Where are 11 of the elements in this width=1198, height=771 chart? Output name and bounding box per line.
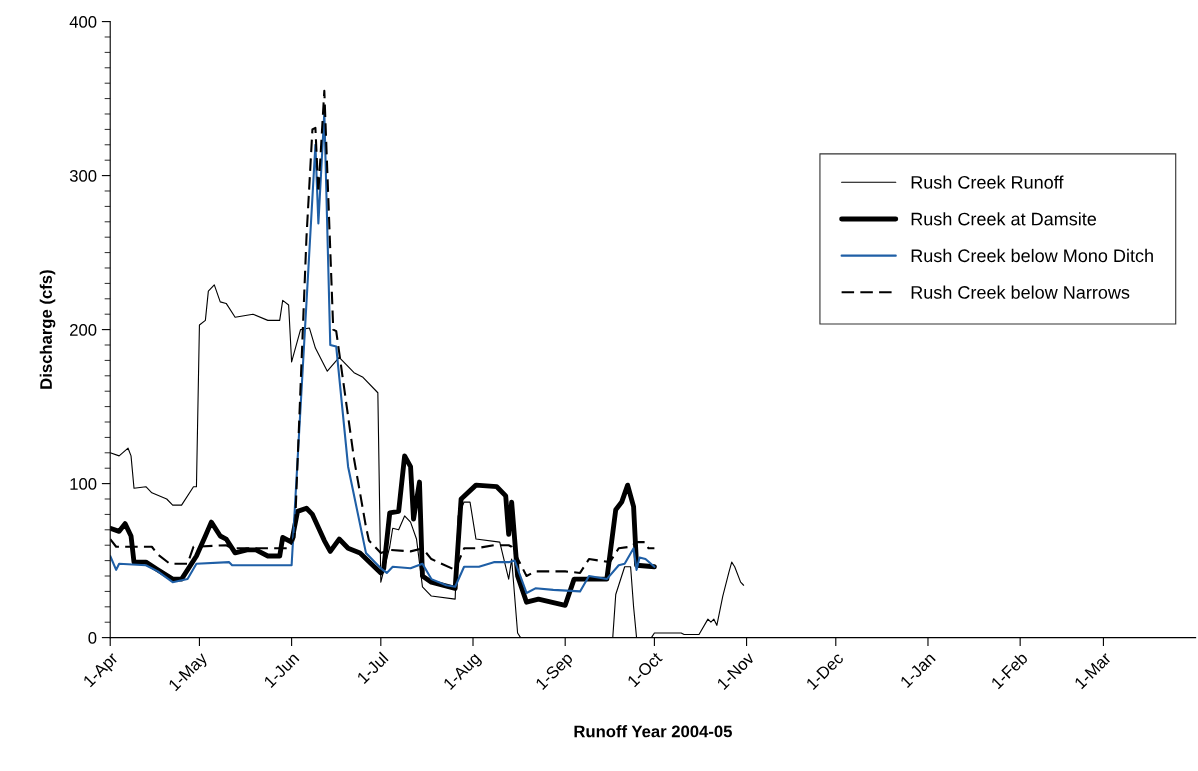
y-tick-label: 400 — [69, 15, 97, 28]
y-tick-label: 0 — [88, 632, 97, 644]
legend-label: Rush Creek below Narrows — [911, 285, 1130, 299]
y-axis-title: Discharge (cfs) — [39, 270, 56, 389]
x-axis-title: Runoff Year 2004-05 — [574, 725, 732, 738]
y-tick-label: 300 — [69, 170, 97, 182]
y-tick-label: 100 — [70, 478, 97, 490]
legend-label: Rush Creek Runoff — [911, 175, 1064, 189]
legend-label: Rush Creek at Damsite — [911, 212, 1097, 226]
y-tick-label: 200 — [70, 324, 97, 336]
legend-label: Rush Creek below Mono Ditch — [911, 248, 1153, 263]
